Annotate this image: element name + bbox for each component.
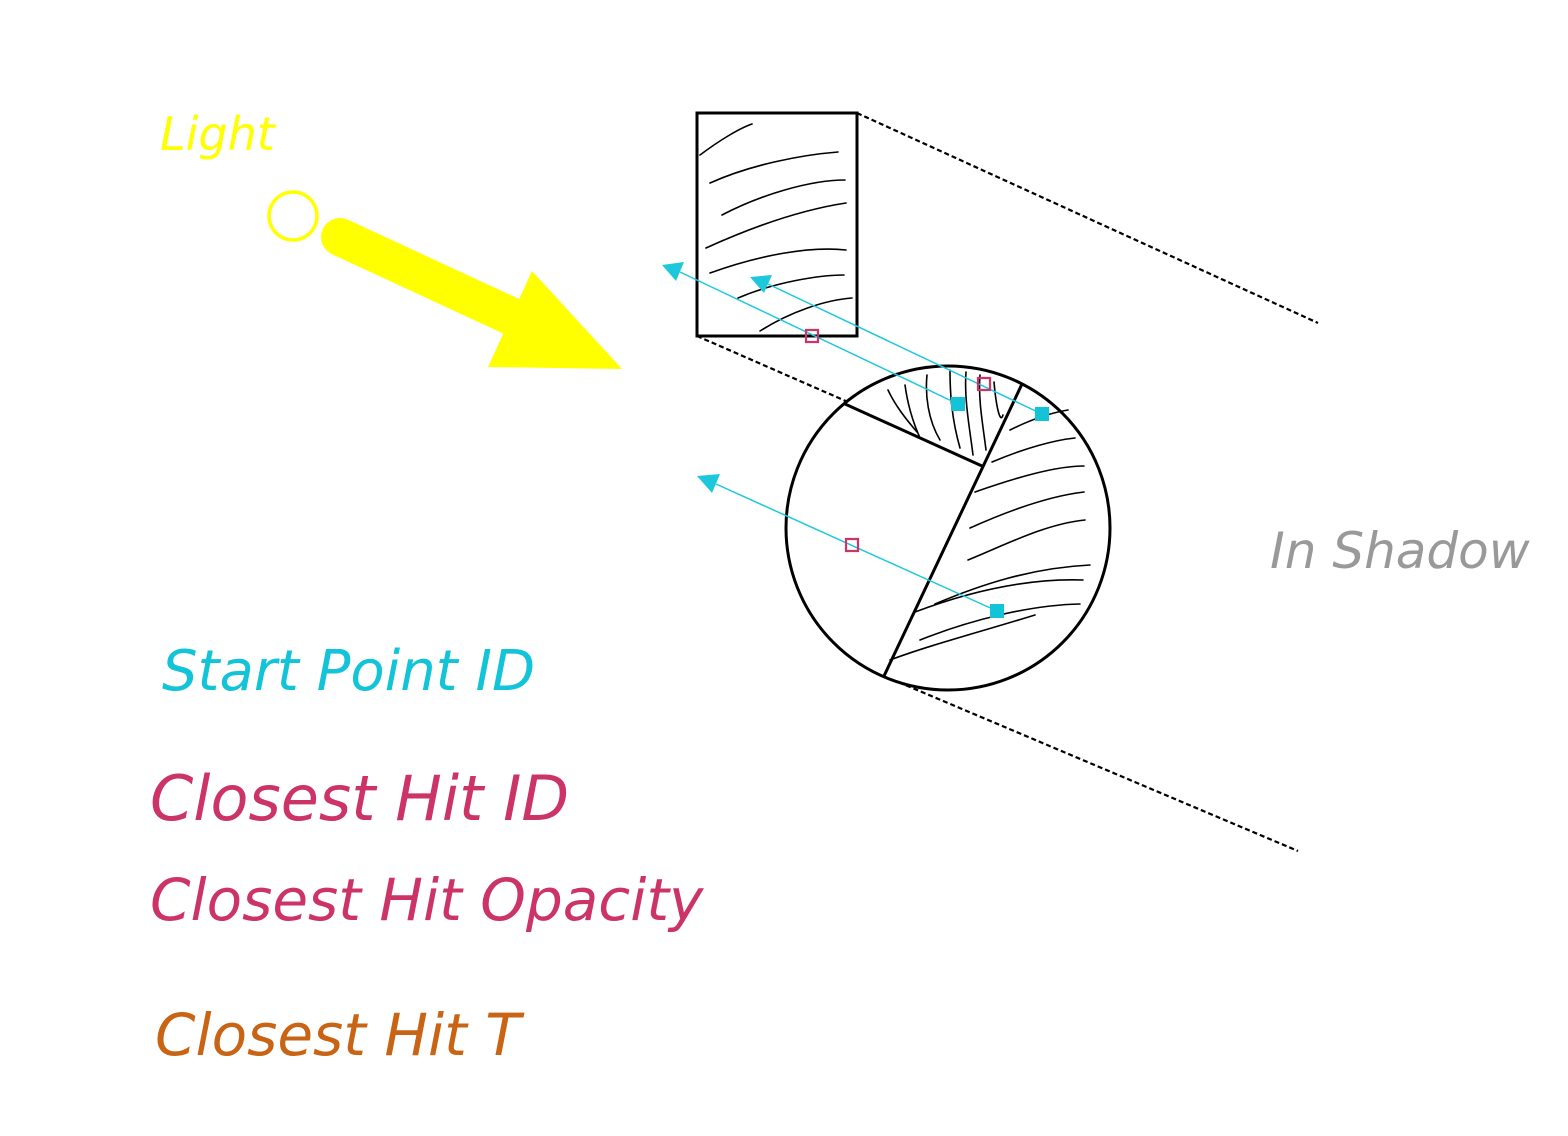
wedge-hatching: [887, 369, 1004, 456]
start-point-marker-3: [990, 604, 1004, 618]
shadow-boundary-lower: [883, 674, 1299, 853]
closest-hit-t-label: Closest Hit T: [155, 1001, 525, 1069]
ray-arrowhead-1: [662, 262, 684, 281]
shadow-ray-1: [662, 262, 965, 411]
closest-hit-opacity-label: Closest Hit Opacity: [150, 866, 704, 934]
shadow-boundary-lines: [696, 111, 1319, 853]
start-point-id-label: Start Point ID: [162, 639, 535, 704]
closest-hit-id-label: Closest Hit ID: [150, 762, 569, 835]
light-label: Light: [160, 107, 277, 161]
ray-arrowhead-3: [697, 474, 720, 493]
closest-hit-marker-2: [976, 376, 992, 392]
rectangle-hatching: [699, 123, 853, 332]
rectangle-occluder: [695, 111, 859, 338]
in-shadow-label: In Shadow: [1270, 522, 1530, 580]
shadow-ray-3: [697, 474, 1004, 618]
circle-chord-inner: [844, 402, 983, 468]
shadow-boundary-upper: [856, 111, 1319, 325]
shadow-rays: [662, 262, 1049, 618]
ray-arrowhead-2: [750, 275, 772, 293]
shadow-ray-2: [750, 275, 1049, 421]
light-source-icon: [267, 190, 319, 242]
circle-chord-diagonal: [882, 383, 1024, 677]
closest-hit-marker-3: [844, 537, 860, 553]
closest-hit-marker-1: [804, 328, 820, 344]
circle-occluder: [784, 364, 1112, 692]
start-point-marker-1: [951, 397, 965, 411]
light-direction-arrow-icon: [321, 218, 622, 369]
start-point-marker-2: [1035, 407, 1049, 421]
shadow-boundary-middle: [696, 334, 849, 404]
